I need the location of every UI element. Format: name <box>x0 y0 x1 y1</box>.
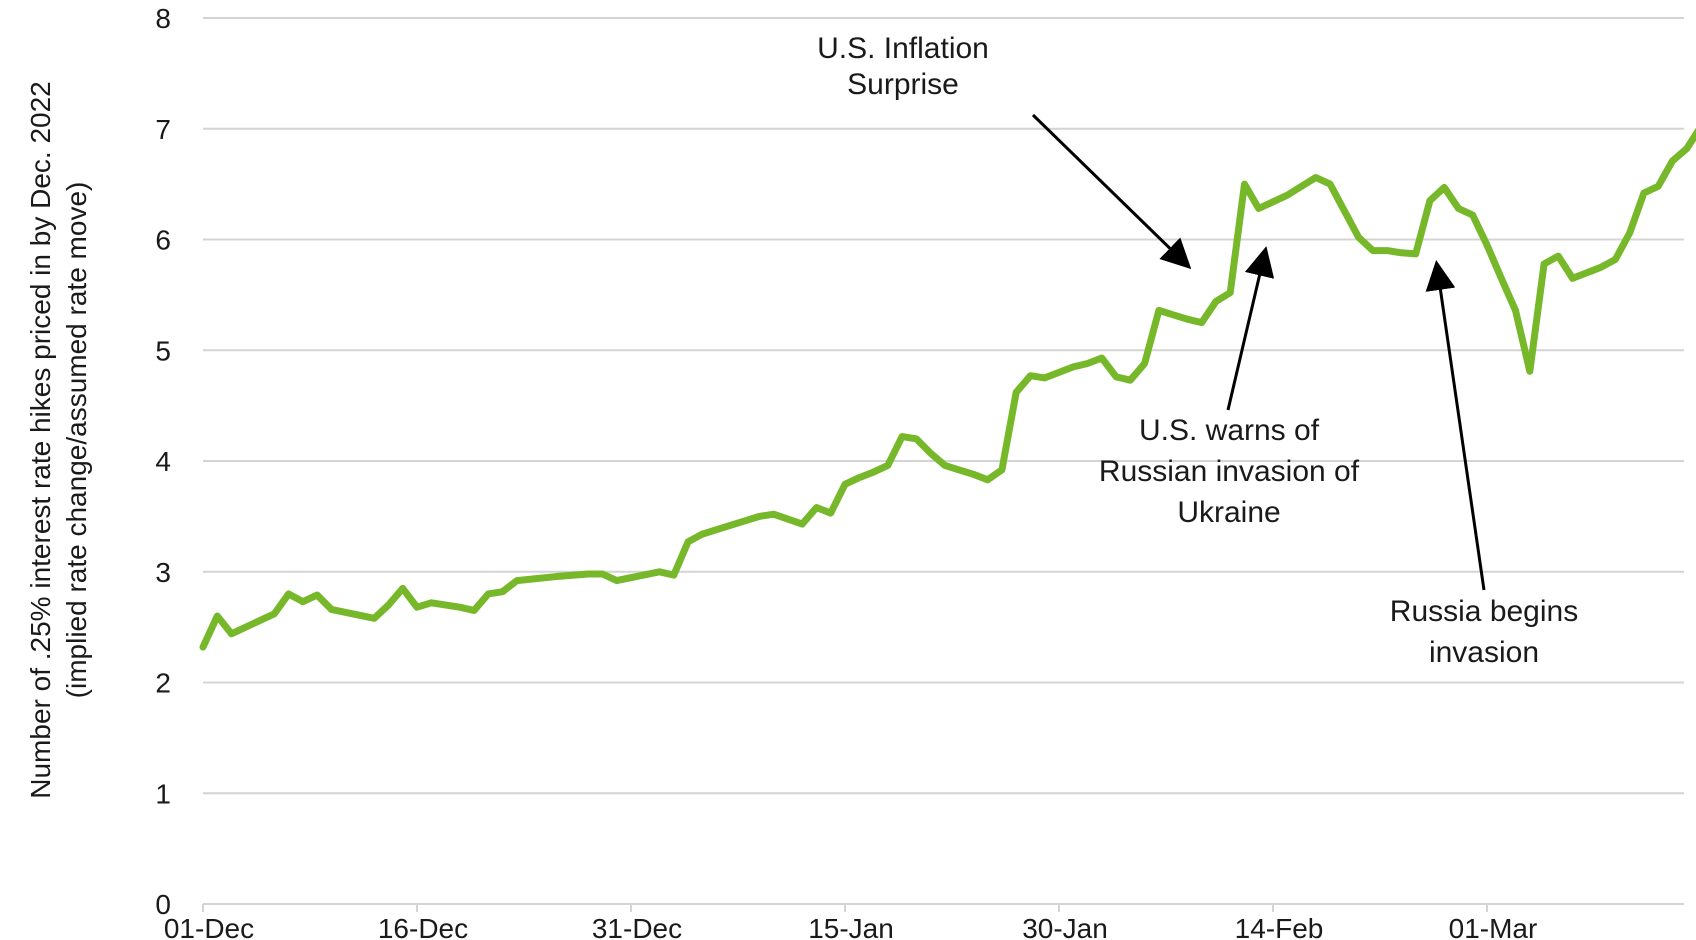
y-tick-label: 4 <box>155 446 171 477</box>
x-tick-label: 14-Feb <box>1235 913 1324 940</box>
x-tick-label: 01-Dec <box>164 913 254 940</box>
annotation-warns-line-2: Russian invasion of <box>1099 455 1360 488</box>
y-tick-label: 8 <box>155 3 171 34</box>
annotation-inflation-line-1: U.S. Inflation <box>817 32 989 65</box>
y-axis-sublabel: (implied rate change/assumed rate move) <box>61 182 92 699</box>
x-tick-label: 30-Jan <box>1022 913 1108 940</box>
y-tick-label: 1 <box>155 778 171 809</box>
annotation-russia-arrow <box>1425 260 1486 591</box>
y-tick-label: 7 <box>155 114 171 145</box>
x-tick-label: 01-Mar <box>1449 913 1538 940</box>
y-tick-labels: 0 1 2 3 4 5 6 7 8 <box>155 3 171 920</box>
x-tick-label: 15-Jan <box>808 913 894 940</box>
annotation-inflation: U.S. Inflation Surprise <box>817 32 1192 270</box>
x-tick-label: 31-Dec <box>592 913 682 940</box>
annotation-russia-line-1: Russia begins <box>1390 595 1578 628</box>
y-tick-label: 2 <box>155 668 171 699</box>
y-axis-label: Number of .25% interest rate hikes price… <box>25 81 56 798</box>
annotation-warns-arrow <box>1226 246 1275 411</box>
annotation-warns: U.S. warns of Russian invasion of Ukrain… <box>1099 246 1360 529</box>
y-tick-label: 6 <box>155 225 171 256</box>
x-tick-label: 16-Dec <box>378 913 468 940</box>
annotation-inflation-arrow <box>1031 113 1192 270</box>
annotations: U.S. Inflation Surprise U.S. warns of Ru… <box>817 32 1578 669</box>
annotation-inflation-line-2: Surprise <box>847 68 959 101</box>
series-layer <box>199 127 1696 651</box>
y-tick-label: 5 <box>155 335 171 366</box>
y-tick-label: 3 <box>155 557 171 588</box>
x-tick-labels: 01-Dec 16-Dec 31-Dec 15-Jan 30-Jan 14-Feb 01-M… <box>164 904 1537 940</box>
annotation-russia-line-2: invasion <box>1429 636 1539 669</box>
y-tick-label: 0 <box>155 889 171 920</box>
annotation-warns-line-1: U.S. warns of <box>1139 414 1320 447</box>
y-axis-title: Number of .25% interest rate hikes price… <box>25 81 92 798</box>
series-line <box>199 127 1696 651</box>
annotation-russia: Russia begins invasion <box>1390 260 1578 669</box>
annotation-warns-line-3: Ukraine <box>1177 496 1280 529</box>
